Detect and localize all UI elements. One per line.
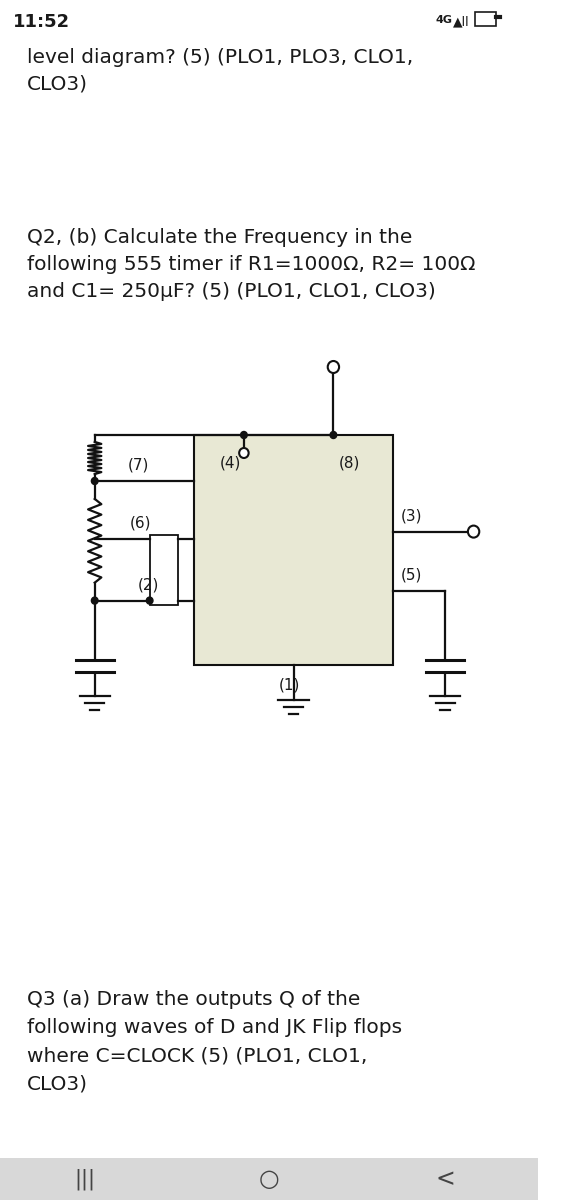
Circle shape <box>91 478 98 485</box>
Text: (1): (1) <box>278 678 300 692</box>
Text: level diagram? (5) (PLO1, PLO3, CLO1,: level diagram? (5) (PLO1, PLO3, CLO1, <box>27 48 413 67</box>
Circle shape <box>91 598 98 604</box>
Text: (5): (5) <box>400 568 422 583</box>
Circle shape <box>241 432 247 438</box>
Circle shape <box>147 598 153 604</box>
Text: and C1= 250μF? (5) (PLO1, CLO1, CLO3): and C1= 250μF? (5) (PLO1, CLO1, CLO3) <box>27 282 435 301</box>
Text: ▲ll: ▲ll <box>453 16 469 29</box>
Text: following waves of D and JK Flip flops: following waves of D and JK Flip flops <box>27 1018 402 1037</box>
Text: CLO3): CLO3) <box>27 74 87 94</box>
Circle shape <box>468 526 479 538</box>
FancyBboxPatch shape <box>475 12 496 26</box>
Text: (6): (6) <box>130 515 151 530</box>
Text: Q3 (a) Draw the outputs Q of the: Q3 (a) Draw the outputs Q of the <box>27 990 360 1009</box>
Text: Q2, (b) Calculate the Frequency in the: Q2, (b) Calculate the Frequency in the <box>27 228 412 247</box>
Text: 4G: 4G <box>436 14 453 25</box>
Text: where C=CLOCK (5) (PLO1, CLO1,: where C=CLOCK (5) (PLO1, CLO1, <box>27 1046 367 1066</box>
Text: CLO3): CLO3) <box>27 1074 87 1093</box>
Text: |||: ||| <box>75 1169 96 1189</box>
FancyBboxPatch shape <box>0 1158 538 1200</box>
Text: (4): (4) <box>219 456 241 470</box>
Text: <: < <box>435 1166 455 1190</box>
Text: following 555 timer if R1=1000Ω, R2= 100Ω: following 555 timer if R1=1000Ω, R2= 100… <box>27 254 475 274</box>
Text: ○: ○ <box>258 1166 279 1190</box>
Text: (7): (7) <box>128 457 149 473</box>
Circle shape <box>239 448 249 458</box>
Text: (2): (2) <box>137 577 158 592</box>
Text: 11:52: 11:52 <box>13 13 70 31</box>
Text: (8): (8) <box>339 456 361 470</box>
FancyBboxPatch shape <box>194 434 393 665</box>
Circle shape <box>328 361 339 373</box>
FancyBboxPatch shape <box>149 534 178 605</box>
Text: (3): (3) <box>400 508 422 523</box>
Circle shape <box>330 432 337 438</box>
